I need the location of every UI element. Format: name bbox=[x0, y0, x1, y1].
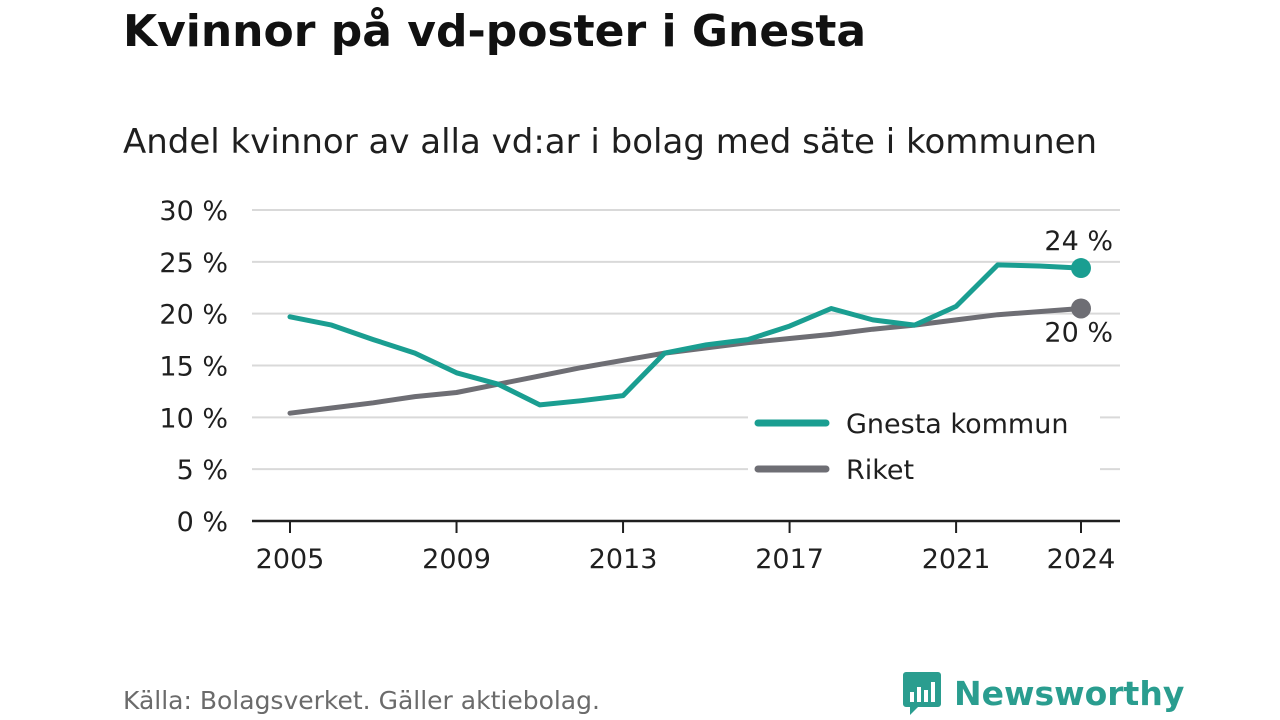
y-tick-label: 5 % bbox=[177, 455, 228, 486]
x-tick-label: 2021 bbox=[922, 544, 991, 575]
y-tick-label: 10 % bbox=[159, 403, 228, 434]
bar-chart-speech-bubble-icon bbox=[903, 672, 941, 715]
x-tick-label: 2013 bbox=[589, 544, 658, 575]
x-tick-label: 2005 bbox=[256, 544, 325, 575]
end-point bbox=[1071, 258, 1091, 279]
legend-box bbox=[748, 398, 1100, 500]
end-point bbox=[1071, 298, 1091, 319]
end-label: 20 % bbox=[1044, 317, 1113, 348]
source-note: Källa: Bolagsverket. Gäller aktiebolag. bbox=[123, 686, 600, 715]
x-tick-label: 2009 bbox=[422, 544, 491, 575]
y-tick-label: 15 % bbox=[159, 352, 228, 383]
line-chart: 0 % 5 % 10 % 15 % 20 % 25 % 30 % 2005 2009 2013 20… bbox=[159, 196, 1120, 575]
x-tick-label: 2024 bbox=[1047, 544, 1116, 575]
legend-label: Riket bbox=[846, 455, 914, 486]
x-tick-label: 2017 bbox=[755, 544, 824, 575]
chart-subtitle: Andel kvinnor av alla vd:ar i bolag med … bbox=[123, 122, 1098, 162]
series-line bbox=[287, 262, 1084, 408]
y-tick-label: 30 % bbox=[159, 196, 228, 227]
y-tick-label: 0 % bbox=[177, 507, 228, 538]
brand-logo: Newsworthy bbox=[902, 670, 1184, 716]
legend-label: Gnesta kommun bbox=[846, 409, 1068, 440]
y-tick-label: 20 % bbox=[159, 300, 228, 331]
y-tick-label: 25 % bbox=[159, 248, 228, 279]
series-line bbox=[287, 306, 1084, 416]
end-label: 24 % bbox=[1044, 226, 1113, 257]
brand-name: Newsworthy bbox=[954, 673, 1185, 713]
chart-title: Kvinnor på vd-poster i Gnesta bbox=[123, 6, 867, 57]
